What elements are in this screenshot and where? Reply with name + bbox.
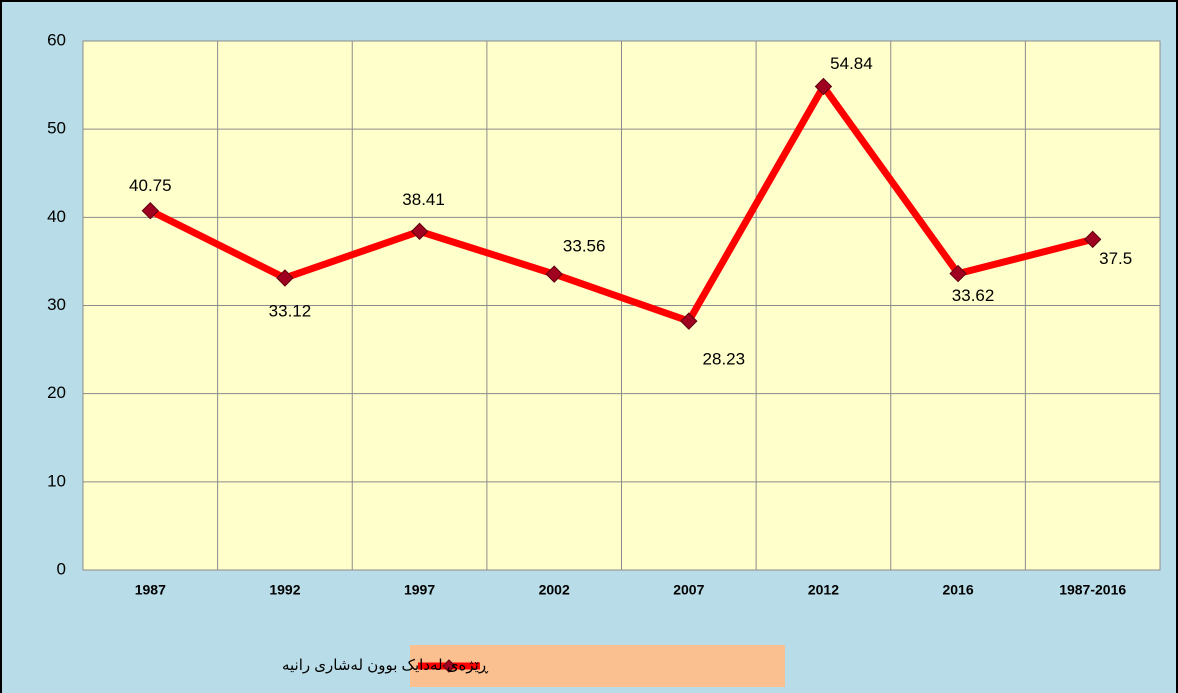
- y-tick-label: 0: [57, 559, 66, 578]
- data-label: 33.12: [269, 301, 312, 320]
- x-tick-label: 1987: [135, 582, 166, 598]
- x-tick-label: 2012: [808, 582, 839, 598]
- x-tick-label: 2007: [673, 582, 704, 598]
- y-tick-label: 60: [47, 30, 66, 49]
- data-label: 33.62: [952, 286, 995, 305]
- data-label: 54.84: [830, 54, 873, 73]
- data-label: 37.5: [1099, 249, 1132, 268]
- data-point: [141, 202, 160, 220]
- data-label: 40.75: [129, 176, 172, 195]
- legend-label: ڕێژەی لەدایک بوون لەشاری رانیە: [282, 657, 489, 674]
- data-label: 33.56: [563, 237, 606, 256]
- y-tick-label: 40: [47, 207, 66, 226]
- data-point: [276, 269, 294, 287]
- y-tick-label: 50: [47, 119, 66, 138]
- data-label: 38.41: [402, 190, 445, 209]
- x-tick-label: 2002: [539, 582, 570, 598]
- x-tick-label: 1997: [404, 582, 435, 598]
- data-point: [1083, 230, 1102, 249]
- x-tick-label: 2016: [942, 582, 973, 598]
- y-tick-label: 20: [47, 383, 66, 402]
- data-label: 28.23: [703, 350, 746, 369]
- series-line: [148, 82, 1094, 325]
- data-point: [410, 222, 429, 241]
- data-point: [680, 312, 698, 330]
- data-point: [545, 265, 563, 283]
- data-point: [949, 264, 967, 283]
- data-point: [814, 77, 833, 96]
- plot-border: [82, 40, 1161, 571]
- y-tick-label: 30: [47, 295, 66, 314]
- y-tick-label: 10: [47, 471, 66, 490]
- x-tick-label: 1987-2016: [1059, 582, 1126, 598]
- x-tick-label: 1992: [269, 582, 300, 598]
- legend-marker: [442, 659, 456, 673]
